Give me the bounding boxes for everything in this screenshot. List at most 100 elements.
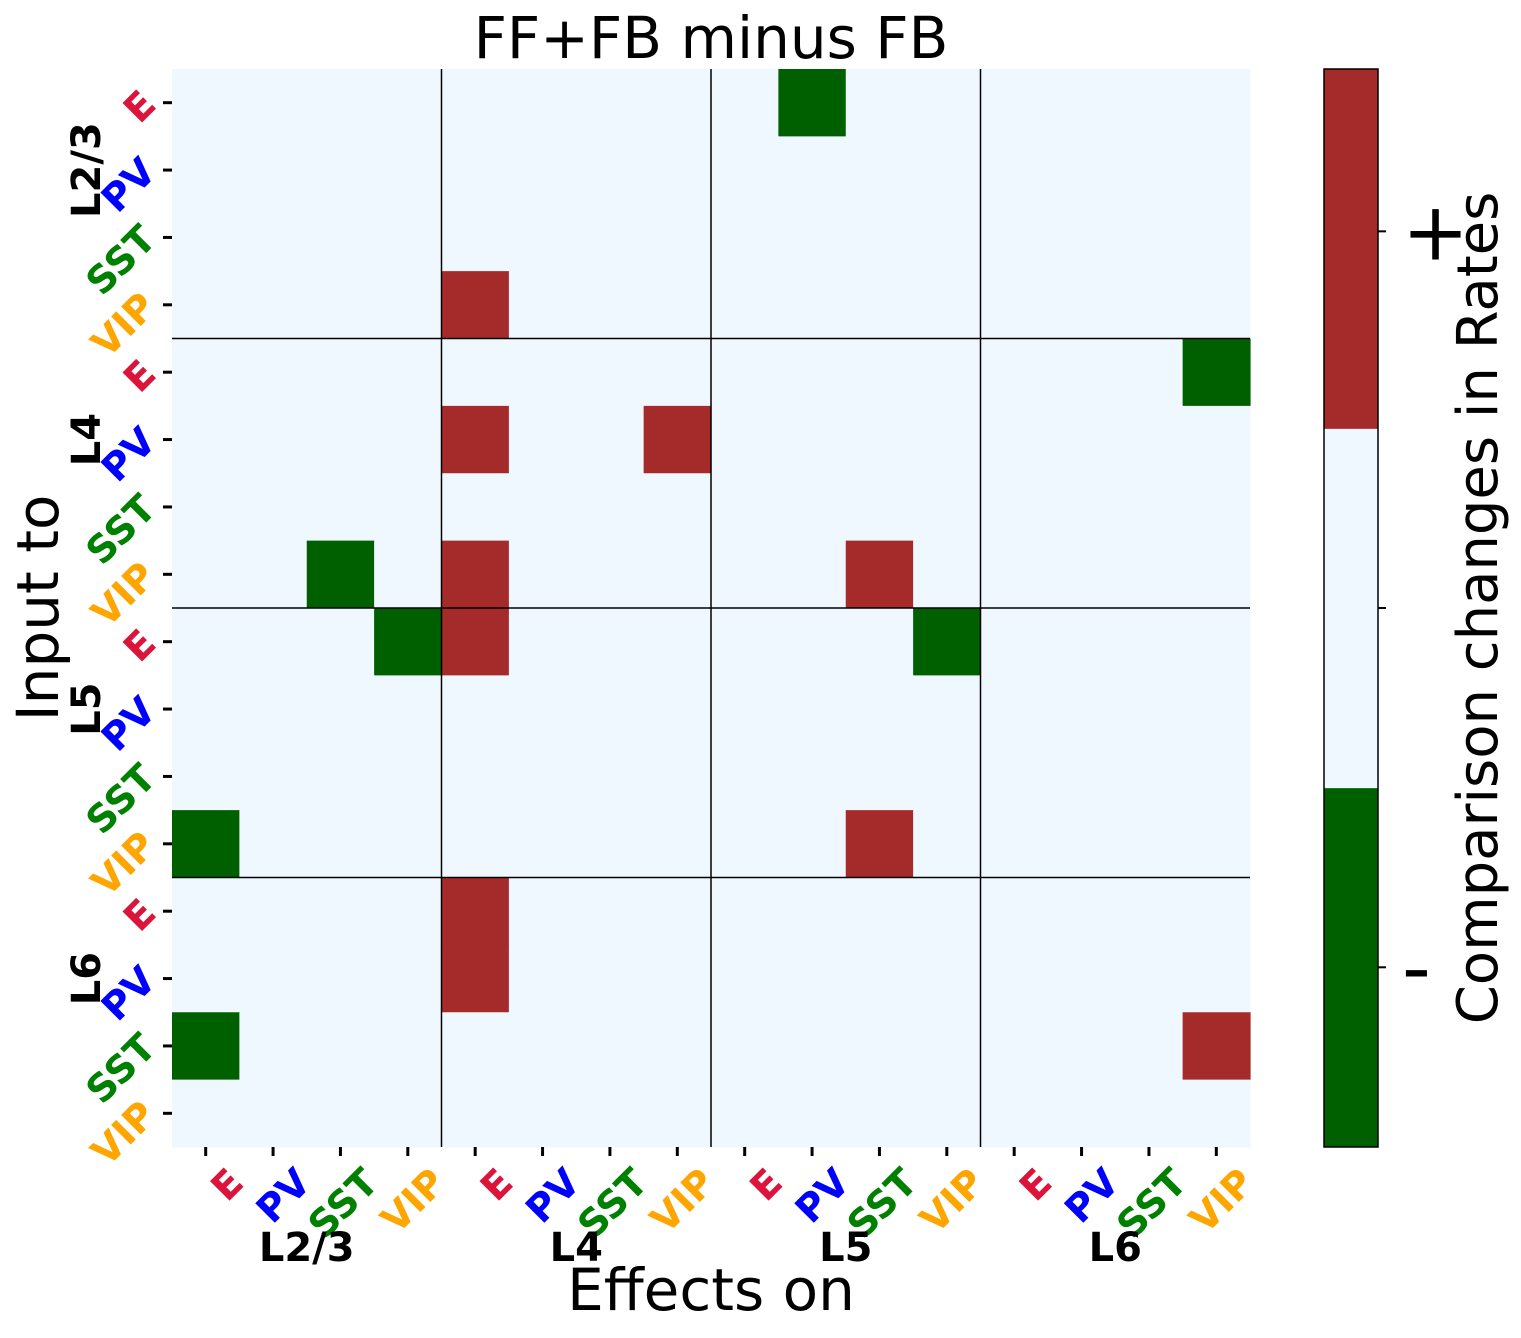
heatmap-cell <box>576 742 645 811</box>
y-tick-label: E <box>115 621 164 670</box>
heatmap-cell <box>1182 338 1251 407</box>
heatmap-cell <box>1115 877 1184 946</box>
x-layer-label: L4 <box>550 1225 603 1271</box>
heatmap-cell <box>711 742 779 811</box>
heatmap-cell <box>980 1079 1049 1148</box>
colorbar: -+ <box>1323 68 1469 1148</box>
heatmap-cell <box>508 540 577 609</box>
heatmap-cell <box>913 69 982 137</box>
heatmap-cell <box>643 877 712 946</box>
heatmap-cell <box>576 608 645 676</box>
heatmap-cell <box>845 338 914 407</box>
layer-separators <box>172 69 1250 1147</box>
heatmap-cell <box>643 338 712 407</box>
heatmap-cell <box>778 944 847 1013</box>
heatmap-cell <box>980 742 1049 811</box>
heatmap-cell <box>172 1079 240 1148</box>
heatmap-cell <box>913 271 982 340</box>
heatmap-cell <box>374 203 443 272</box>
heatmap-cell <box>172 203 240 272</box>
heatmap-cell <box>778 1079 847 1148</box>
heatmap-cell <box>643 1012 712 1081</box>
heatmap-cell <box>374 271 443 340</box>
heatmap-cell <box>845 742 914 811</box>
heatmap-cell <box>1115 608 1184 676</box>
heatmap-cell <box>441 810 510 879</box>
heatmap-cell <box>441 473 510 542</box>
heatmap-cell <box>576 473 645 542</box>
x-layer-label: L2/3 <box>259 1225 355 1271</box>
heatmap-cell <box>1047 136 1116 205</box>
heatmap-cell <box>1047 1079 1116 1148</box>
heatmap-cell <box>1115 271 1184 340</box>
heatmap-cell <box>172 877 240 946</box>
heatmap-cell <box>508 1012 577 1081</box>
heatmap-cell <box>643 608 712 676</box>
heatmap-cell <box>643 473 712 542</box>
heatmap-cell <box>980 338 1049 407</box>
heatmap-cell <box>778 877 847 946</box>
heatmap-cell <box>239 1079 308 1148</box>
heatmap-cell <box>441 540 510 609</box>
heatmap-cell <box>913 473 982 542</box>
heatmap-cell <box>374 944 443 1013</box>
heatmap-cell <box>643 203 712 272</box>
y-tick-label: SST <box>77 486 164 573</box>
heatmap-cell <box>374 877 443 946</box>
heatmap-cell <box>711 1079 779 1148</box>
heatmap-cell <box>913 810 982 879</box>
y-tick-label: VIP <box>83 1093 165 1175</box>
heatmap-cell <box>172 69 240 137</box>
heatmap-cell <box>845 810 914 879</box>
heatmap-cell <box>374 69 443 137</box>
heatmap-cell <box>845 1079 914 1148</box>
heatmap-cell <box>576 405 645 474</box>
heatmap-cell <box>1047 1012 1116 1081</box>
heatmap-cell <box>913 136 982 205</box>
heatmap-cell <box>778 1012 847 1081</box>
heatmap-cell <box>711 473 779 542</box>
heatmap-cell <box>239 203 308 272</box>
heatmap-cell <box>711 675 779 744</box>
heatmap-cell <box>643 742 712 811</box>
heatmap-cell <box>1182 608 1251 676</box>
heatmap-cell <box>980 69 1049 137</box>
heatmap-cell <box>306 1079 375 1148</box>
heatmap-cell <box>845 405 914 474</box>
heatmap-cell <box>778 608 847 676</box>
heatmap-cell <box>239 1012 308 1081</box>
heatmap-cell <box>576 1012 645 1081</box>
heatmap-cell <box>306 69 375 137</box>
colorbar-title: Comparison changes in Rates <box>1446 192 1511 1025</box>
heatmap-cell <box>913 877 982 946</box>
y-tick-label: VIP <box>83 284 165 366</box>
x-tick-label: E <box>472 1160 521 1209</box>
heatmap-cell <box>374 1079 443 1148</box>
x-tick-label: E <box>202 1160 251 1209</box>
heatmap-cell <box>172 473 240 542</box>
heatmap-cell <box>441 1012 510 1081</box>
heatmap-cell <box>576 675 645 744</box>
heatmap-cell <box>172 1012 240 1081</box>
heatmap-cell <box>576 877 645 946</box>
heatmap-cell <box>980 944 1049 1013</box>
heatmap-cell <box>1047 473 1116 542</box>
heatmap-cell <box>306 540 375 609</box>
heatmap-cell <box>1115 540 1184 609</box>
heatmap-cell <box>1182 271 1251 340</box>
heatmap-cell <box>441 338 510 407</box>
heatmap-cells <box>172 69 1251 1148</box>
colorbar-tick-label: - <box>1402 921 1431 1014</box>
heatmap-cell <box>1047 540 1116 609</box>
heatmap-cell <box>778 69 847 137</box>
y-axis-title: Input to <box>4 495 72 722</box>
heatmap-cell <box>980 540 1049 609</box>
heatmap-cell <box>711 69 779 137</box>
heatmap-cell <box>1182 742 1251 811</box>
heatmap-cell <box>980 203 1049 272</box>
heatmap-cell <box>1182 136 1251 205</box>
heatmap-cell <box>711 877 779 946</box>
heatmap-cell <box>845 877 914 946</box>
heatmap-cell <box>845 944 914 1013</box>
heatmap-cell <box>980 271 1049 340</box>
